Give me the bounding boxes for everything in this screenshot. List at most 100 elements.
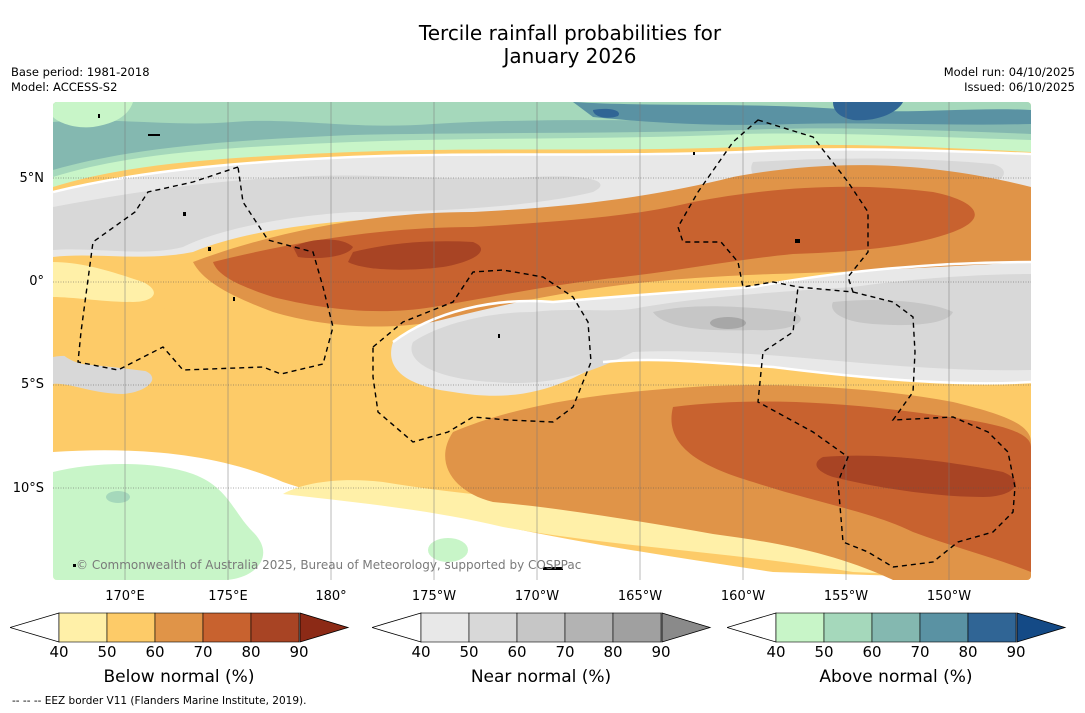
eez-borders	[77, 119, 1016, 568]
eez-footnote: -- -- -- EEZ border V11 (Flanders Marine…	[12, 695, 307, 707]
near-tick: 60	[507, 643, 527, 661]
colorbar-above-normal	[727, 612, 1067, 643]
above-40-southwest-region	[53, 464, 264, 580]
meta-left: Base period: 1981-2018 Model: ACCESS-S2	[11, 65, 150, 95]
colorbar-above-title: Above normal (%)	[819, 667, 973, 687]
above-tick: 80	[958, 643, 978, 661]
issued-date: Issued: 06/10/2025	[964, 80, 1075, 94]
lon-label-175w: 175°W	[411, 589, 457, 604]
graticule-meridians	[124, 102, 950, 580]
below-tick: 40	[49, 643, 69, 661]
below-70-southeast-lobe	[671, 401, 1031, 572]
above-40-islet-patch	[428, 538, 468, 562]
contour-line-central	[392, 260, 1031, 344]
colorbar-above-normal-under-arrow	[727, 612, 777, 643]
below-80-southeast-core	[816, 455, 1016, 497]
colorbar-near-title: Near normal (%)	[470, 667, 612, 687]
graticule	[53, 177, 1031, 489]
forecast-map	[53, 102, 1031, 580]
colorbar-segment	[919, 612, 969, 643]
near-70-patch	[710, 317, 746, 329]
below-tick: 90	[289, 643, 309, 661]
lon-label-170e: 170°E	[105, 589, 145, 604]
below-tick: 60	[145, 643, 165, 661]
colorbar-segment	[420, 612, 470, 643]
colorbar-segment	[612, 612, 662, 643]
colorbar-segment	[564, 612, 614, 643]
lat-label-5n: 5°N	[19, 171, 45, 186]
above-80-small-patch	[593, 108, 619, 118]
colorbar-segment	[871, 612, 921, 643]
near-tick: 50	[459, 643, 479, 661]
no-signal-south-region	[53, 450, 1031, 580]
below-70-equatorial-band	[213, 186, 975, 312]
below-tick: 70	[193, 643, 213, 661]
lon-label-150w: 150°W	[926, 589, 972, 604]
above-50-southwest-patch	[106, 491, 130, 503]
map-title: Tercile rainfall probabilities for Janua…	[0, 22, 1085, 68]
colorbar-segment	[967, 612, 1017, 643]
near-50-north-band	[53, 175, 601, 252]
map-title-line2: January 2026	[503, 44, 637, 68]
lon-label-160w: 160°W	[720, 589, 766, 604]
near-tick: 40	[411, 643, 431, 661]
colorbar-segment	[775, 612, 825, 643]
colorbar-segment	[58, 612, 108, 643]
near-tick: 80	[603, 643, 623, 661]
lat-label-10s: 10°S	[12, 481, 44, 496]
above-70-north-band	[573, 102, 1031, 125]
colorbar-segment	[106, 612, 156, 643]
lon-label-165w: 165°W	[617, 589, 663, 604]
lon-label-155w: 155°W	[823, 589, 869, 604]
lon-label-175e: 175°E	[208, 589, 248, 604]
above-tick: 50	[814, 643, 834, 661]
below-tick: 80	[241, 643, 261, 661]
contour-line-central-south	[602, 358, 1031, 385]
below-60-west-lobe	[53, 297, 361, 397]
below-80-core-central	[293, 239, 353, 259]
above-tick: 40	[766, 643, 786, 661]
above-tick: 70	[910, 643, 930, 661]
meta-right: Model run: 04/10/2025 Issued: 06/10/2025	[944, 65, 1075, 95]
colorbar-segment	[154, 612, 204, 643]
below-80-core-west	[348, 241, 482, 270]
above-tick: 90	[1006, 643, 1026, 661]
colorbar-below-normal-under-arrow	[10, 612, 60, 643]
island-marks	[73, 114, 800, 570]
model-name: Model: ACCESS-S2	[11, 80, 118, 94]
lat-label-0: 0°	[29, 274, 44, 289]
copyright-notice: © Commonwealth of Australia 2025, Bureau…	[76, 558, 582, 572]
above-80-north-patch	[833, 102, 903, 121]
contour-line-north	[53, 148, 1031, 194]
eez-border-kiribati-line	[757, 286, 1016, 568]
colorbar-below-normal-over-arrow	[299, 612, 350, 643]
colorbar-above-normal-over-arrow	[1016, 612, 1067, 643]
near-tick: 70	[555, 643, 575, 661]
colorbar-near-normal-under-arrow	[372, 612, 422, 643]
lon-label-180: 180°	[315, 589, 347, 604]
above-60-north-band	[53, 116, 1031, 170]
colorbar-below-title: Below normal (%)	[103, 667, 255, 687]
eez-border-kiribati-phoenix	[677, 119, 869, 293]
base-period: Base period: 1981-2018	[11, 65, 150, 79]
near-60-patch-b	[832, 300, 953, 326]
colorbar-segment	[202, 612, 252, 643]
above-40-north-fringe	[53, 102, 133, 128]
colorbar-segment	[250, 612, 300, 643]
lat-label-5s: 5°S	[20, 377, 44, 392]
colorbar-near-normal-over-arrow	[661, 612, 712, 643]
near-50-west-patch	[53, 355, 153, 394]
colorbar-segment	[516, 612, 566, 643]
colorbar-near-normal	[372, 612, 712, 643]
colorbar-segment	[468, 612, 518, 643]
lon-label-170w: 170°W	[514, 589, 560, 604]
colorbar-below-normal	[10, 612, 350, 643]
colorbar-segment	[823, 612, 873, 643]
above-tick: 60	[862, 643, 882, 661]
below-tick: 50	[97, 643, 117, 661]
near-tick: 90	[651, 643, 671, 661]
eez-border-tuvalu	[372, 269, 592, 443]
model-run: Model run: 04/10/2025	[943, 65, 1075, 79]
map-title-line1: Tercile rainfall probabilities for	[418, 21, 722, 45]
eez-border-kiribati-gilberts	[77, 166, 334, 375]
